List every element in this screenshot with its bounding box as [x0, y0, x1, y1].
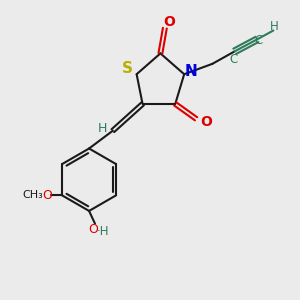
Text: C: C	[254, 34, 262, 46]
Text: O: O	[163, 15, 175, 28]
Text: CH₃: CH₃	[22, 190, 43, 200]
Text: S: S	[122, 61, 133, 76]
Text: H: H	[98, 122, 107, 135]
Text: O: O	[200, 116, 212, 129]
Text: O: O	[88, 223, 98, 236]
Text: N: N	[184, 64, 197, 79]
Text: ·H: ·H	[97, 225, 109, 238]
Text: H: H	[270, 20, 279, 33]
Text: C: C	[230, 53, 238, 66]
Text: O: O	[42, 189, 52, 202]
